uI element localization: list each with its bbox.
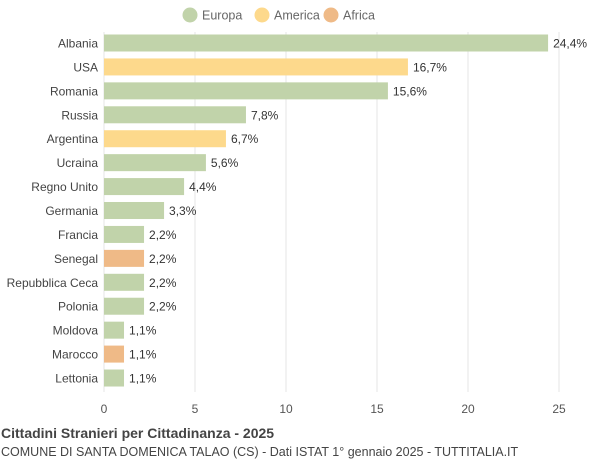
bar-albania [104, 34, 549, 52]
bar-regno-unito [104, 178, 185, 196]
data-label: 4,4% [189, 180, 217, 194]
data-label: 2,2% [149, 276, 177, 290]
category-label: Romania [50, 84, 98, 98]
data-label: 1,1% [129, 348, 157, 362]
category-label: Ucraina [57, 156, 99, 170]
category-label: Senegal [54, 252, 98, 266]
category-label: Francia [58, 228, 98, 242]
x-tick-label: 0 [101, 402, 108, 416]
legend-label: Europa [202, 9, 242, 23]
category-label: Germania [45, 204, 98, 218]
x-tick-label: 25 [552, 402, 566, 416]
category-label: USA [73, 60, 98, 74]
data-label: 16,7% [413, 60, 447, 74]
bar-russia [104, 106, 246, 124]
data-label: 5,6% [211, 156, 239, 170]
bar-senegal [104, 249, 145, 267]
category-label: Lettonia [55, 372, 98, 386]
bar-germania [104, 202, 165, 220]
x-tick-label: 5 [192, 402, 199, 416]
legend-label: Africa [343, 9, 375, 23]
category-label: Repubblica Ceca [7, 276, 99, 290]
chart-subtitle: COMUNE DI SANTA DOMENICA TALAO (CS) - Da… [1, 445, 519, 459]
bar-romania [104, 82, 388, 100]
bar-usa [104, 58, 408, 76]
data-label: 1,1% [129, 324, 157, 338]
data-label: 2,2% [149, 300, 177, 314]
bar-marocco [104, 345, 125, 363]
legend-label: America [274, 9, 320, 23]
data-label: 1,1% [129, 372, 157, 386]
data-label: 7,8% [251, 108, 279, 122]
data-label: 6,7% [231, 132, 259, 146]
category-label: Marocco [52, 348, 98, 362]
data-label: 2,2% [149, 228, 177, 242]
legend-marker [182, 7, 198, 23]
category-label: Russia [61, 108, 98, 122]
category-label: Moldova [53, 324, 99, 338]
bar-moldova [104, 321, 125, 339]
x-tick-label: 20 [461, 402, 475, 416]
x-tick-label: 15 [370, 402, 384, 416]
legend-marker [254, 7, 270, 23]
chart-title: Cittadini Stranieri per Cittadinanza - 2… [1, 425, 275, 441]
bar-ucraina [104, 154, 206, 172]
data-label: 2,2% [149, 252, 177, 266]
category-label: Argentina [47, 132, 99, 146]
bar-polonia [104, 297, 145, 315]
legend-marker [323, 7, 339, 23]
data-label: 15,6% [393, 84, 427, 98]
bar-lettonia [104, 369, 125, 387]
category-label: Polonia [58, 300, 98, 314]
bar-francia [104, 225, 145, 243]
category-label: Regno Unito [31, 180, 98, 194]
category-label: Albania [58, 37, 98, 51]
bar-chart: 0 5 10 15 20 25 Albania 24,4% USA 16,7% Romania 15,… [7, 7, 587, 416]
data-label: 3,3% [169, 204, 197, 218]
bar-repubblica-ceca [104, 273, 145, 291]
bar-argentina [104, 130, 226, 148]
data-label: 24,4% [553, 37, 587, 51]
x-tick-label: 10 [279, 402, 293, 416]
